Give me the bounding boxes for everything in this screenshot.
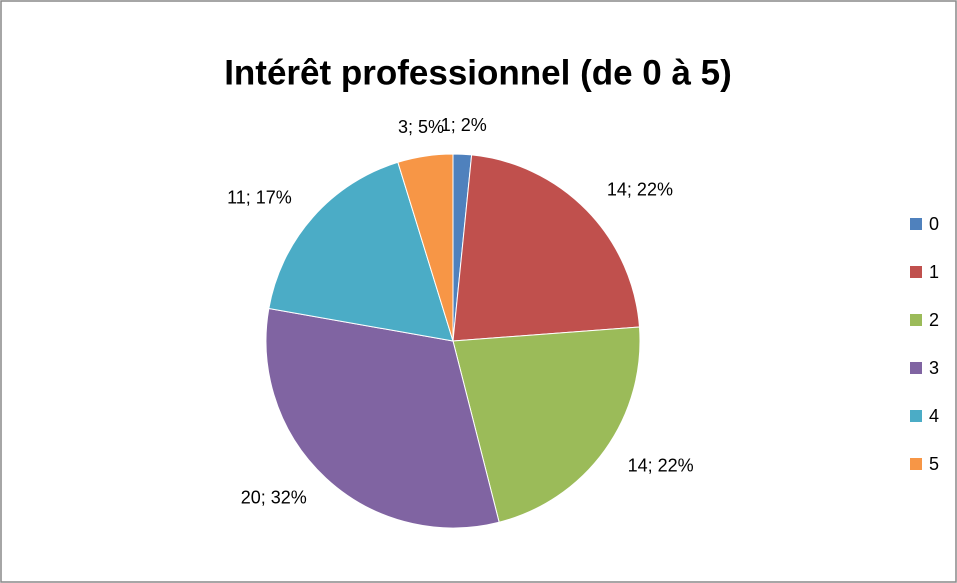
pie-slice [452,326,641,523]
legend-swatch [910,458,922,470]
legend-label: 1 [929,262,939,282]
chart-title: Intérêt professionnel (de 0 à 5) [224,53,732,92]
legend-swatch [910,314,922,326]
data-label: 14; 22% [628,455,694,475]
legend-swatch [910,266,922,278]
legend-label: 3 [929,358,939,378]
data-label: 11; 17% [227,187,292,207]
data-label: 20; 32% [241,487,307,507]
legend-swatch [910,410,922,422]
legend-label: 2 [929,310,939,330]
pie-slice [452,154,641,342]
data-label: 3; 5% [398,117,444,137]
pie-slice [265,307,500,529]
legend-swatch [910,362,922,374]
legend-label: 5 [929,454,939,474]
data-label: 1; 2% [441,115,487,135]
data-label: 14; 22% [607,180,673,200]
pie-slice [268,161,454,342]
legend-label: 0 [929,214,939,234]
legend-label: 4 [929,406,939,426]
legend-swatch [910,218,922,230]
pie-slice [397,153,454,342]
